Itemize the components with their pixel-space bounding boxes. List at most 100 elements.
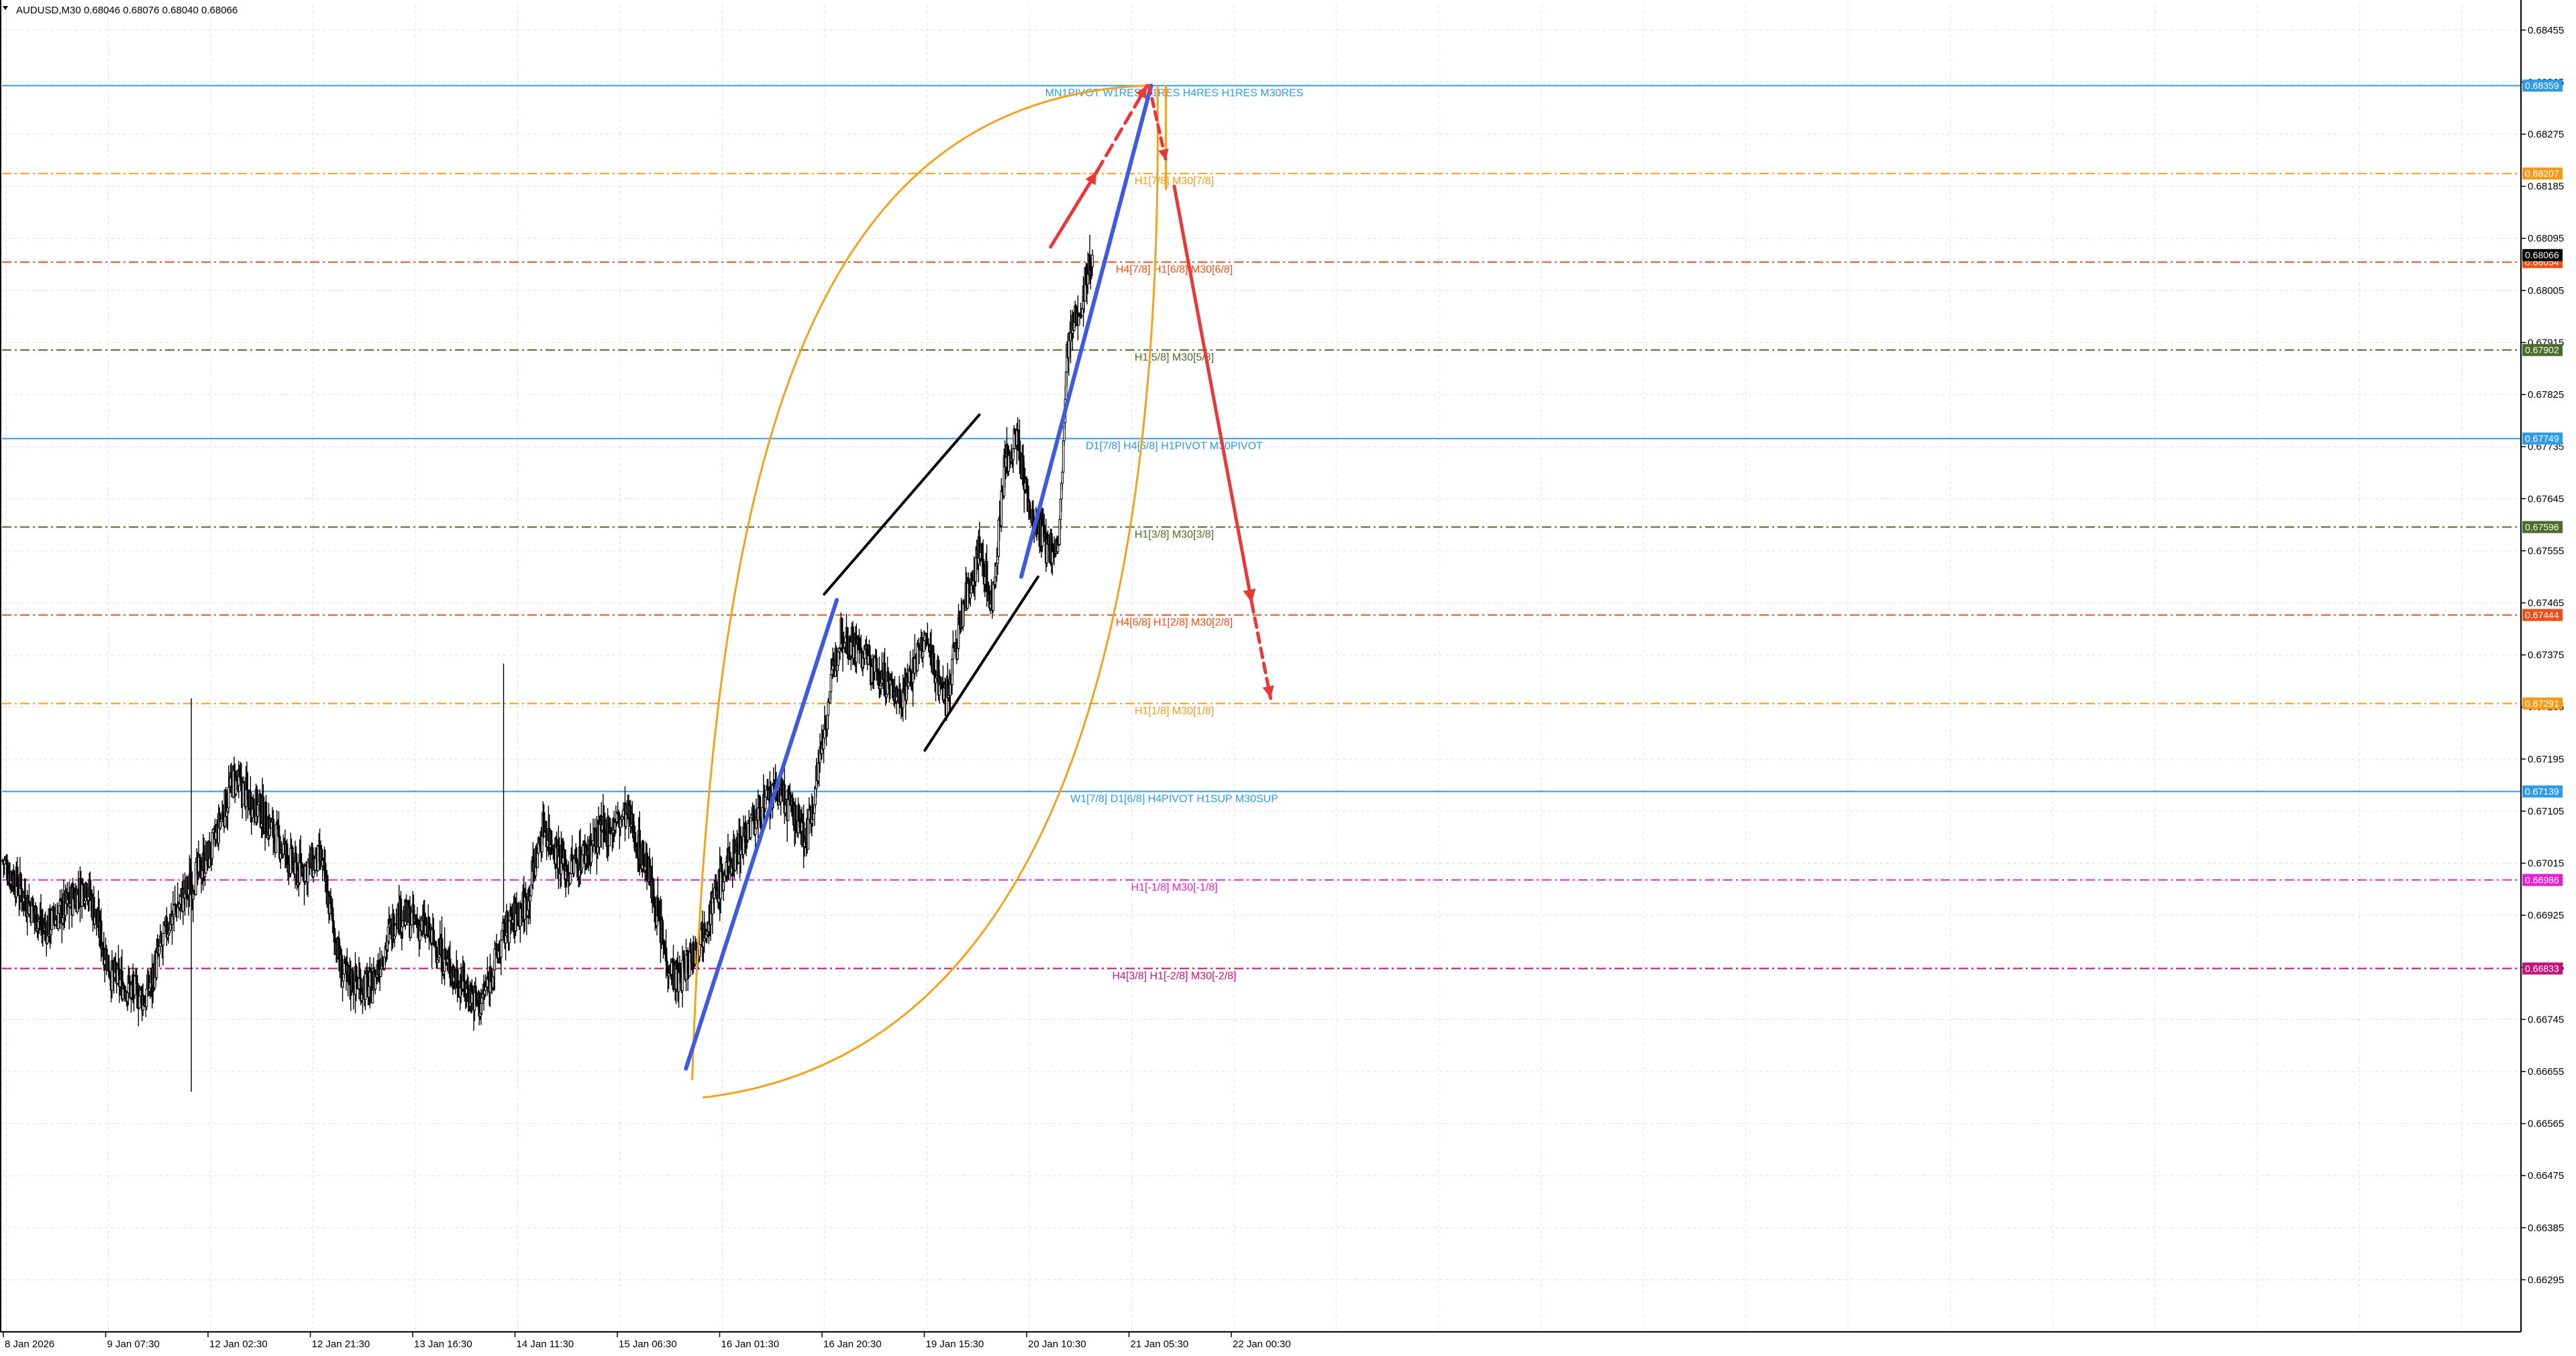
dropdown-arrow-icon[interactable] — [3, 6, 8, 10]
red-arrow-3-line — [1147, 84, 1168, 162]
level-label: W1[7/8] D1[6/8] H4PIVOT H1SUP M30SUP — [1070, 794, 1278, 805]
trend-line-2 — [1019, 83, 1153, 579]
price-tags: 0.683590.682070.680540.679020.677490.675… — [2522, 79, 2563, 975]
level-price-tag: 0.67596 — [2525, 522, 2559, 533]
price-candles — [1, 235, 1094, 1092]
level-price-tag-bg — [2522, 167, 2563, 180]
level-price-tag: 0.68359 — [2525, 81, 2559, 91]
y-tick-label: 0.66565 — [2528, 1118, 2564, 1130]
candle-body — [740, 838, 743, 851]
candle-body — [570, 854, 574, 862]
red-arrow-1-line — [1049, 170, 1098, 249]
candle-body — [909, 668, 912, 672]
level-price-tag-bg — [2522, 697, 2563, 710]
candle-body — [358, 978, 360, 990]
channel-lower — [923, 575, 1039, 752]
candle-body — [891, 679, 894, 698]
level-label: D1[7/8] H4[6/8] H1PIVOT M30PIVOT — [1086, 441, 1263, 452]
x-tick-label: 13 Jan 16:30 — [414, 1339, 472, 1350]
level-label: H4[7/8] H1[6/8] M30[6/8] — [1116, 264, 1233, 276]
candle-body — [364, 974, 367, 1000]
y-tick-label: 0.66745 — [2528, 1014, 2564, 1025]
candle-body — [1091, 254, 1094, 267]
level-price-tag-bg — [2522, 79, 2563, 92]
red-arrow-1-head — [1085, 172, 1097, 185]
x-tick-label: 12 Jan 21:30 — [312, 1339, 370, 1350]
current-price-tag-bg — [2522, 249, 2563, 262]
red-arrow-5-head — [1262, 685, 1274, 698]
level-price-tag: 0.67749 — [2525, 433, 2559, 444]
chart-drawings — [684, 83, 1274, 1099]
y-tick-label: 0.68095 — [2528, 233, 2564, 244]
level-price-tag-bg — [2522, 432, 2563, 445]
y-tick-label: 0.67645 — [2528, 493, 2564, 505]
candle-body — [432, 929, 435, 943]
candle-body — [500, 939, 503, 957]
y-tick-label: 0.68275 — [2528, 129, 2564, 140]
x-tick-label: 15 Jan 06:30 — [619, 1339, 677, 1350]
y-tick-label: 0.67465 — [2528, 597, 2564, 609]
candle-body — [992, 582, 994, 611]
level-label: H1[5/8] M30[5/8] — [1135, 352, 1214, 364]
level-label: H4[3/8] H1[-2/8] M30[-2/8] — [1113, 970, 1237, 982]
x-tick-label: 16 Jan 20:30 — [823, 1339, 882, 1350]
candle-body — [1000, 490, 1003, 526]
candle-body — [35, 906, 38, 931]
y-tick-label: 0.68005 — [2528, 285, 2564, 297]
candle-body — [654, 906, 657, 923]
x-tick-label: 9 Jan 07:30 — [107, 1339, 160, 1350]
x-tick-label: 16 Jan 01:30 — [721, 1339, 780, 1350]
candle-body — [608, 833, 611, 847]
current-price-tag: 0.68066 — [2525, 250, 2559, 260]
candle-body — [1019, 452, 1022, 474]
candle-body — [921, 651, 925, 658]
candle-body — [758, 796, 762, 820]
candle-body — [444, 949, 447, 960]
pivot-levels: MN1PIVOT W1RES D1RES H4RES H1RES M30RES H… — [2, 85, 2521, 982]
arc-upper — [691, 85, 1147, 1080]
candle-body — [508, 920, 511, 943]
level-price-tag: 0.67291 — [2525, 698, 2559, 709]
x-tick-label: 14 Jan 11:30 — [517, 1339, 574, 1350]
candle-body — [1090, 270, 1093, 276]
y-tick-label: 0.66385 — [2528, 1222, 2564, 1234]
candle-body — [923, 640, 925, 652]
y-tick-label: 0.66475 — [2528, 1170, 2564, 1182]
small-up-arrow-head — [1162, 85, 1170, 93]
symbol-header: AUDUSD,M30 0.68046 0.68076 0.68040 0.680… — [16, 5, 238, 16]
red-arrow-3-head — [1158, 148, 1169, 160]
candle-body — [837, 651, 840, 666]
level-price-tag: 0.66833 — [2525, 963, 2559, 974]
level-label: H1[3/8] M30[3/8] — [1135, 529, 1214, 541]
candle-body — [684, 954, 688, 980]
grid — [2, 4, 2521, 1332]
level-label: H1[-1/8] M30[-1/8] — [1131, 882, 1218, 894]
channel-upper — [823, 413, 981, 596]
red-arrow-4-head — [1243, 588, 1256, 603]
y-tick-label: 0.67555 — [2528, 545, 2564, 557]
level-label: H1[7/8] M30[7/8] — [1135, 176, 1214, 187]
level-price-tag-bg — [2522, 344, 2563, 356]
level-price-tag: 0.67902 — [2525, 345, 2559, 356]
level-price-tag-bg — [2522, 521, 2563, 533]
candle-body — [134, 975, 136, 996]
y-tick-label: 0.66925 — [2528, 910, 2564, 921]
y-tick-label: 0.67195 — [2528, 753, 2564, 765]
level-price-tag: 0.67444 — [2525, 610, 2559, 621]
candle-body — [85, 883, 88, 898]
x-tick-label: 8 Jan 2026 — [5, 1339, 54, 1350]
x-tick-label: 19 Jan 15:30 — [926, 1339, 984, 1350]
level-price-tag-bg — [2522, 609, 2563, 621]
y-tick-label: 0.68455 — [2528, 25, 2564, 36]
red-arrow-5-line — [1250, 601, 1273, 700]
level-price-tag: 0.66986 — [2525, 875, 2559, 886]
y-tick-label: 0.67015 — [2528, 858, 2564, 870]
candle-body — [883, 662, 886, 696]
level-price-tag: 0.68207 — [2525, 168, 2559, 179]
level-price-tag: 0.67139 — [2525, 786, 2559, 797]
level-price-tag-bg — [2522, 874, 2563, 886]
